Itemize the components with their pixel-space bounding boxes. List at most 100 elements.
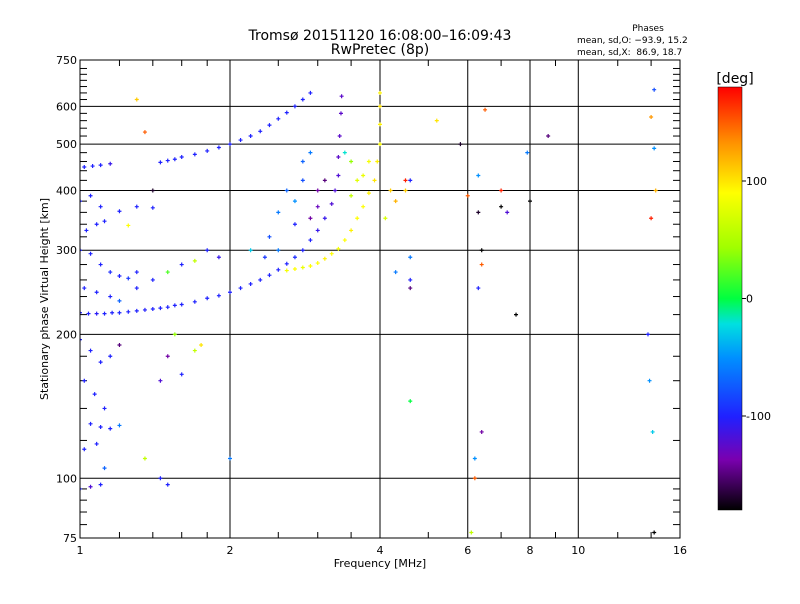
data-point (216, 293, 221, 298)
data-point (172, 332, 177, 337)
data-point (465, 193, 470, 198)
data-point (308, 238, 313, 243)
data-point (142, 130, 147, 135)
data-point (110, 310, 115, 315)
data-point (528, 199, 532, 204)
data-point (102, 311, 107, 316)
data-point (292, 199, 297, 204)
colorbar-label: [deg] (716, 71, 753, 87)
data-point (158, 306, 163, 311)
data-point (308, 216, 313, 221)
data-point (336, 246, 341, 251)
data-point (134, 97, 139, 102)
stats-heading: Phases (632, 24, 664, 34)
y-tick-label: 750 (56, 54, 77, 67)
data-point (355, 216, 360, 221)
data-point (262, 255, 267, 260)
data-point (108, 354, 113, 359)
data-point (336, 155, 341, 160)
y-tick-label: 100 (56, 472, 77, 485)
data-point (248, 134, 253, 139)
x-axis-label: Frequency [MHz] (334, 557, 426, 570)
data-point (300, 178, 305, 183)
data-point (248, 281, 253, 286)
data-point (546, 134, 551, 139)
data-point (216, 145, 221, 150)
data-point (98, 482, 103, 487)
data-point (172, 157, 177, 162)
data-point (267, 273, 272, 278)
data-point (292, 267, 297, 272)
data-point (108, 270, 113, 275)
data-point (647, 378, 652, 383)
data-point (88, 193, 93, 198)
data-point (300, 97, 305, 102)
data-point (258, 277, 263, 282)
data-point (134, 270, 139, 275)
data-point (276, 116, 281, 121)
data-point (94, 441, 99, 446)
data-point (98, 204, 103, 209)
data-point (375, 159, 380, 164)
data-point (378, 90, 382, 95)
data-point (192, 299, 197, 304)
data-point (514, 312, 519, 317)
data-point (308, 150, 313, 155)
data-point (479, 262, 484, 267)
data-point (383, 216, 388, 221)
data-point (322, 256, 327, 261)
data-point (336, 173, 341, 178)
y-tick-label: 500 (56, 138, 77, 151)
y-tick-label: 75 (63, 532, 77, 545)
data-point (650, 429, 655, 434)
data-point (342, 238, 347, 243)
data-point (403, 188, 408, 193)
data-point (408, 277, 413, 282)
data-point (300, 265, 305, 270)
data-point (366, 191, 371, 196)
grid-lines (80, 60, 680, 538)
data-point (192, 348, 197, 353)
data-point (108, 161, 113, 166)
data-point (165, 305, 170, 310)
data-point (292, 255, 297, 260)
data-point (165, 270, 170, 275)
data-point (476, 286, 481, 291)
data-point (192, 258, 197, 263)
data-point (205, 248, 210, 253)
data-point (117, 310, 122, 315)
data-point (205, 296, 210, 301)
y-tick-label: 400 (56, 184, 77, 197)
data-point (284, 261, 289, 266)
data-point (179, 155, 184, 160)
data-point (80, 486, 82, 491)
data-point (179, 302, 184, 307)
data-point (228, 142, 232, 147)
data-point (472, 476, 477, 481)
data-point (408, 286, 413, 291)
y-tick-label: 600 (56, 100, 77, 113)
stats-x-mode: mean, sd,X: 86.9, 18.7 (577, 48, 682, 58)
data-point (258, 129, 263, 134)
data-point (403, 178, 408, 183)
axis-ticks (80, 60, 680, 538)
data-point (94, 290, 99, 295)
data-point (276, 248, 281, 253)
data-point (349, 193, 354, 198)
data-point (150, 188, 155, 193)
data-point (393, 199, 398, 204)
data-point (98, 163, 103, 168)
data-point (315, 228, 320, 233)
data-point (172, 303, 177, 308)
data-point (205, 148, 210, 153)
data-point (86, 311, 91, 316)
data-point (652, 146, 657, 151)
data-point (134, 286, 139, 291)
data-point (499, 204, 504, 209)
data-point (117, 343, 122, 348)
data-point (158, 476, 163, 481)
data-point (292, 104, 297, 109)
data-point (378, 122, 382, 127)
x-tick-label: 6 (464, 544, 471, 557)
